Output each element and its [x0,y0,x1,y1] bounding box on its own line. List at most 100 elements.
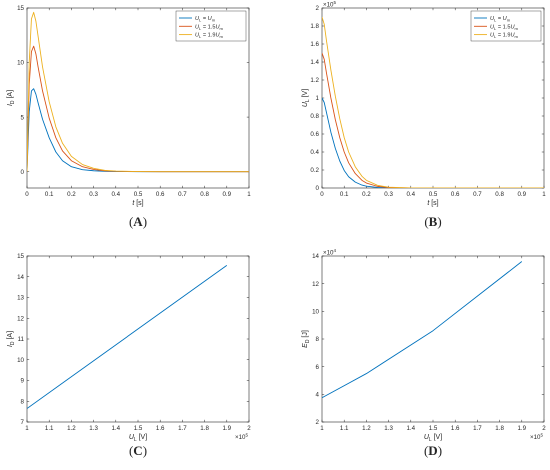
x-tick-label: 1.1 [45,425,54,432]
x-exponent-label: ×105 [530,433,544,442]
y-tick-label: 12 [312,281,319,288]
x-tick-label: 0.6 [156,191,165,198]
x-tick-label: 1.9 [517,425,526,432]
y-tick-label: 8 [21,398,25,405]
x-tick-label: 0.5 [134,191,143,198]
y-tick-label: 10 [17,60,24,67]
y-exponent-label: ×104 [323,248,337,257]
panel-label: (D) [424,443,442,458]
x-tick-label: 0.1 [45,191,54,198]
series-line-3 [322,16,544,188]
x-tick-label: 0.8 [200,191,209,198]
x-axis-label: t [s] [132,200,143,207]
y-tick-label: 4 [316,392,320,399]
y-tick-label: 1 [316,95,320,102]
chart-panel-d: 1 1.1 1.2 1.3 1.4 1.5 1.6 1.7 1.8 1.9 2 2 4 6 8 10 12 14 ×… [302,248,546,458]
y-tick-label: 0.6 [310,131,319,138]
y-tick-label: 1.2 [310,77,319,84]
x-tick-label: 0.8 [495,191,504,198]
y-tick-label: 5 [21,114,25,121]
legend-entry-1: UL = Um [195,16,216,23]
y-tick-label: 9 [21,378,25,385]
x-exponent-label: ×105 [235,433,249,442]
y-tick-label: 0 [316,185,320,192]
x-tick-label: 1 [320,425,324,432]
y-tick-label: 2 [316,419,320,426]
series-line-1 [27,264,228,409]
x-tick-label: 0.3 [384,191,393,198]
x-tick-label: 1.4 [406,425,415,432]
legend-entry-3: UL = 1.9Um [490,33,518,40]
y-axis-label: ID [A] [7,331,16,347]
y-tick-label: 11 [18,336,25,343]
panel-label: (B) [424,214,441,229]
y-tick-label: 0.4 [310,149,319,156]
y-tick-label: 0 [21,169,25,176]
x-tick-label: 0.2 [362,191,371,198]
x-axis-label: t [s] [427,200,438,207]
x-tick-label: 1.2 [67,425,76,432]
x-tick-label: 0 [320,191,324,198]
x-tick-label: 0.9 [517,191,526,198]
x-tick-label: 1.5 [134,425,143,432]
y-tick-label: 6 [316,364,320,371]
y-tick-label: 12 [17,315,24,322]
x-tick-label: 0.9 [222,191,231,198]
x-tick-label: 2 [247,425,251,432]
y-axis-label: ID [A] [7,90,16,106]
y-tick-label: 10 [17,357,24,364]
y-tick-label: 14 [17,274,24,281]
plot-area [26,255,250,423]
x-tick-label: 0.1 [340,191,349,198]
x-tick-label: 1.9 [222,425,231,432]
x-axis-label: UL [V] [129,434,147,443]
x-tick-label: 1.3 [89,425,98,432]
y-tick-label: 15 [17,5,24,12]
x-tick-label: 1.7 [473,425,482,432]
x-tick-label: 1.8 [495,425,504,432]
y-tick-label: 8 [316,336,320,343]
x-tick-label: 0 [25,191,29,198]
y-tick-label: 14 [312,253,319,260]
y-tick-label: 15 [17,253,24,260]
series-line-1 [322,261,523,399]
y-tick-label: 10 [312,309,319,316]
panel-label: (A) [129,214,147,229]
legend-entry-2: UL = 1.5Um [490,24,518,31]
y-exponent-label: ×105 [323,0,337,9]
y-tick-label: 0.2 [310,167,319,174]
chart-panel-c: 1 1.1 1.2 1.3 1.4 1.5 1.6 1.7 1.8 1.9 2 7 8 9 10 11 12 13… [7,253,251,458]
x-tick-label: 1.7 [178,425,187,432]
legend-entry-1: UL = Um [490,16,511,23]
legend-entry-2: UL = 1.5Um [195,24,223,31]
y-axis-label: ED [J] [302,330,311,348]
y-tick-label: 13 [17,295,24,302]
x-tick-label: 1 [25,425,29,432]
x-tick-label: 0.3 [89,191,98,198]
y-tick-label: 0.8 [310,113,319,120]
x-tick-label: 1 [247,191,251,198]
x-tick-label: 1.3 [384,425,393,432]
y-axis-label: UL [V] [302,89,311,107]
chart-panel-b: 0 0.1 0.2 0.3 0.4 0.5 0.6 0.7 0.8 0.9 1 0 0.2 0.4 0.6 0… [302,0,546,229]
x-tick-label: 0.7 [178,191,187,198]
x-axis-label: UL [V] [424,434,442,443]
x-tick-label: 0.4 [406,191,415,198]
y-tick-label: 7 [21,419,25,426]
x-tick-label: 0.5 [429,191,438,198]
x-tick-label: 1.8 [200,425,209,432]
series-line-3 [27,11,249,173]
x-tick-label: 1.5 [429,425,438,432]
x-tick-label: 1.2 [362,425,371,432]
x-tick-label: 0.6 [451,191,460,198]
y-tick-label: 2 [316,5,320,12]
x-tick-label: 1.4 [111,425,120,432]
x-tick-label: 1.6 [156,425,165,432]
y-tick-label: 1.6 [310,41,319,48]
y-tick-label: 1.4 [310,59,319,66]
x-tick-label: 0.4 [111,191,120,198]
